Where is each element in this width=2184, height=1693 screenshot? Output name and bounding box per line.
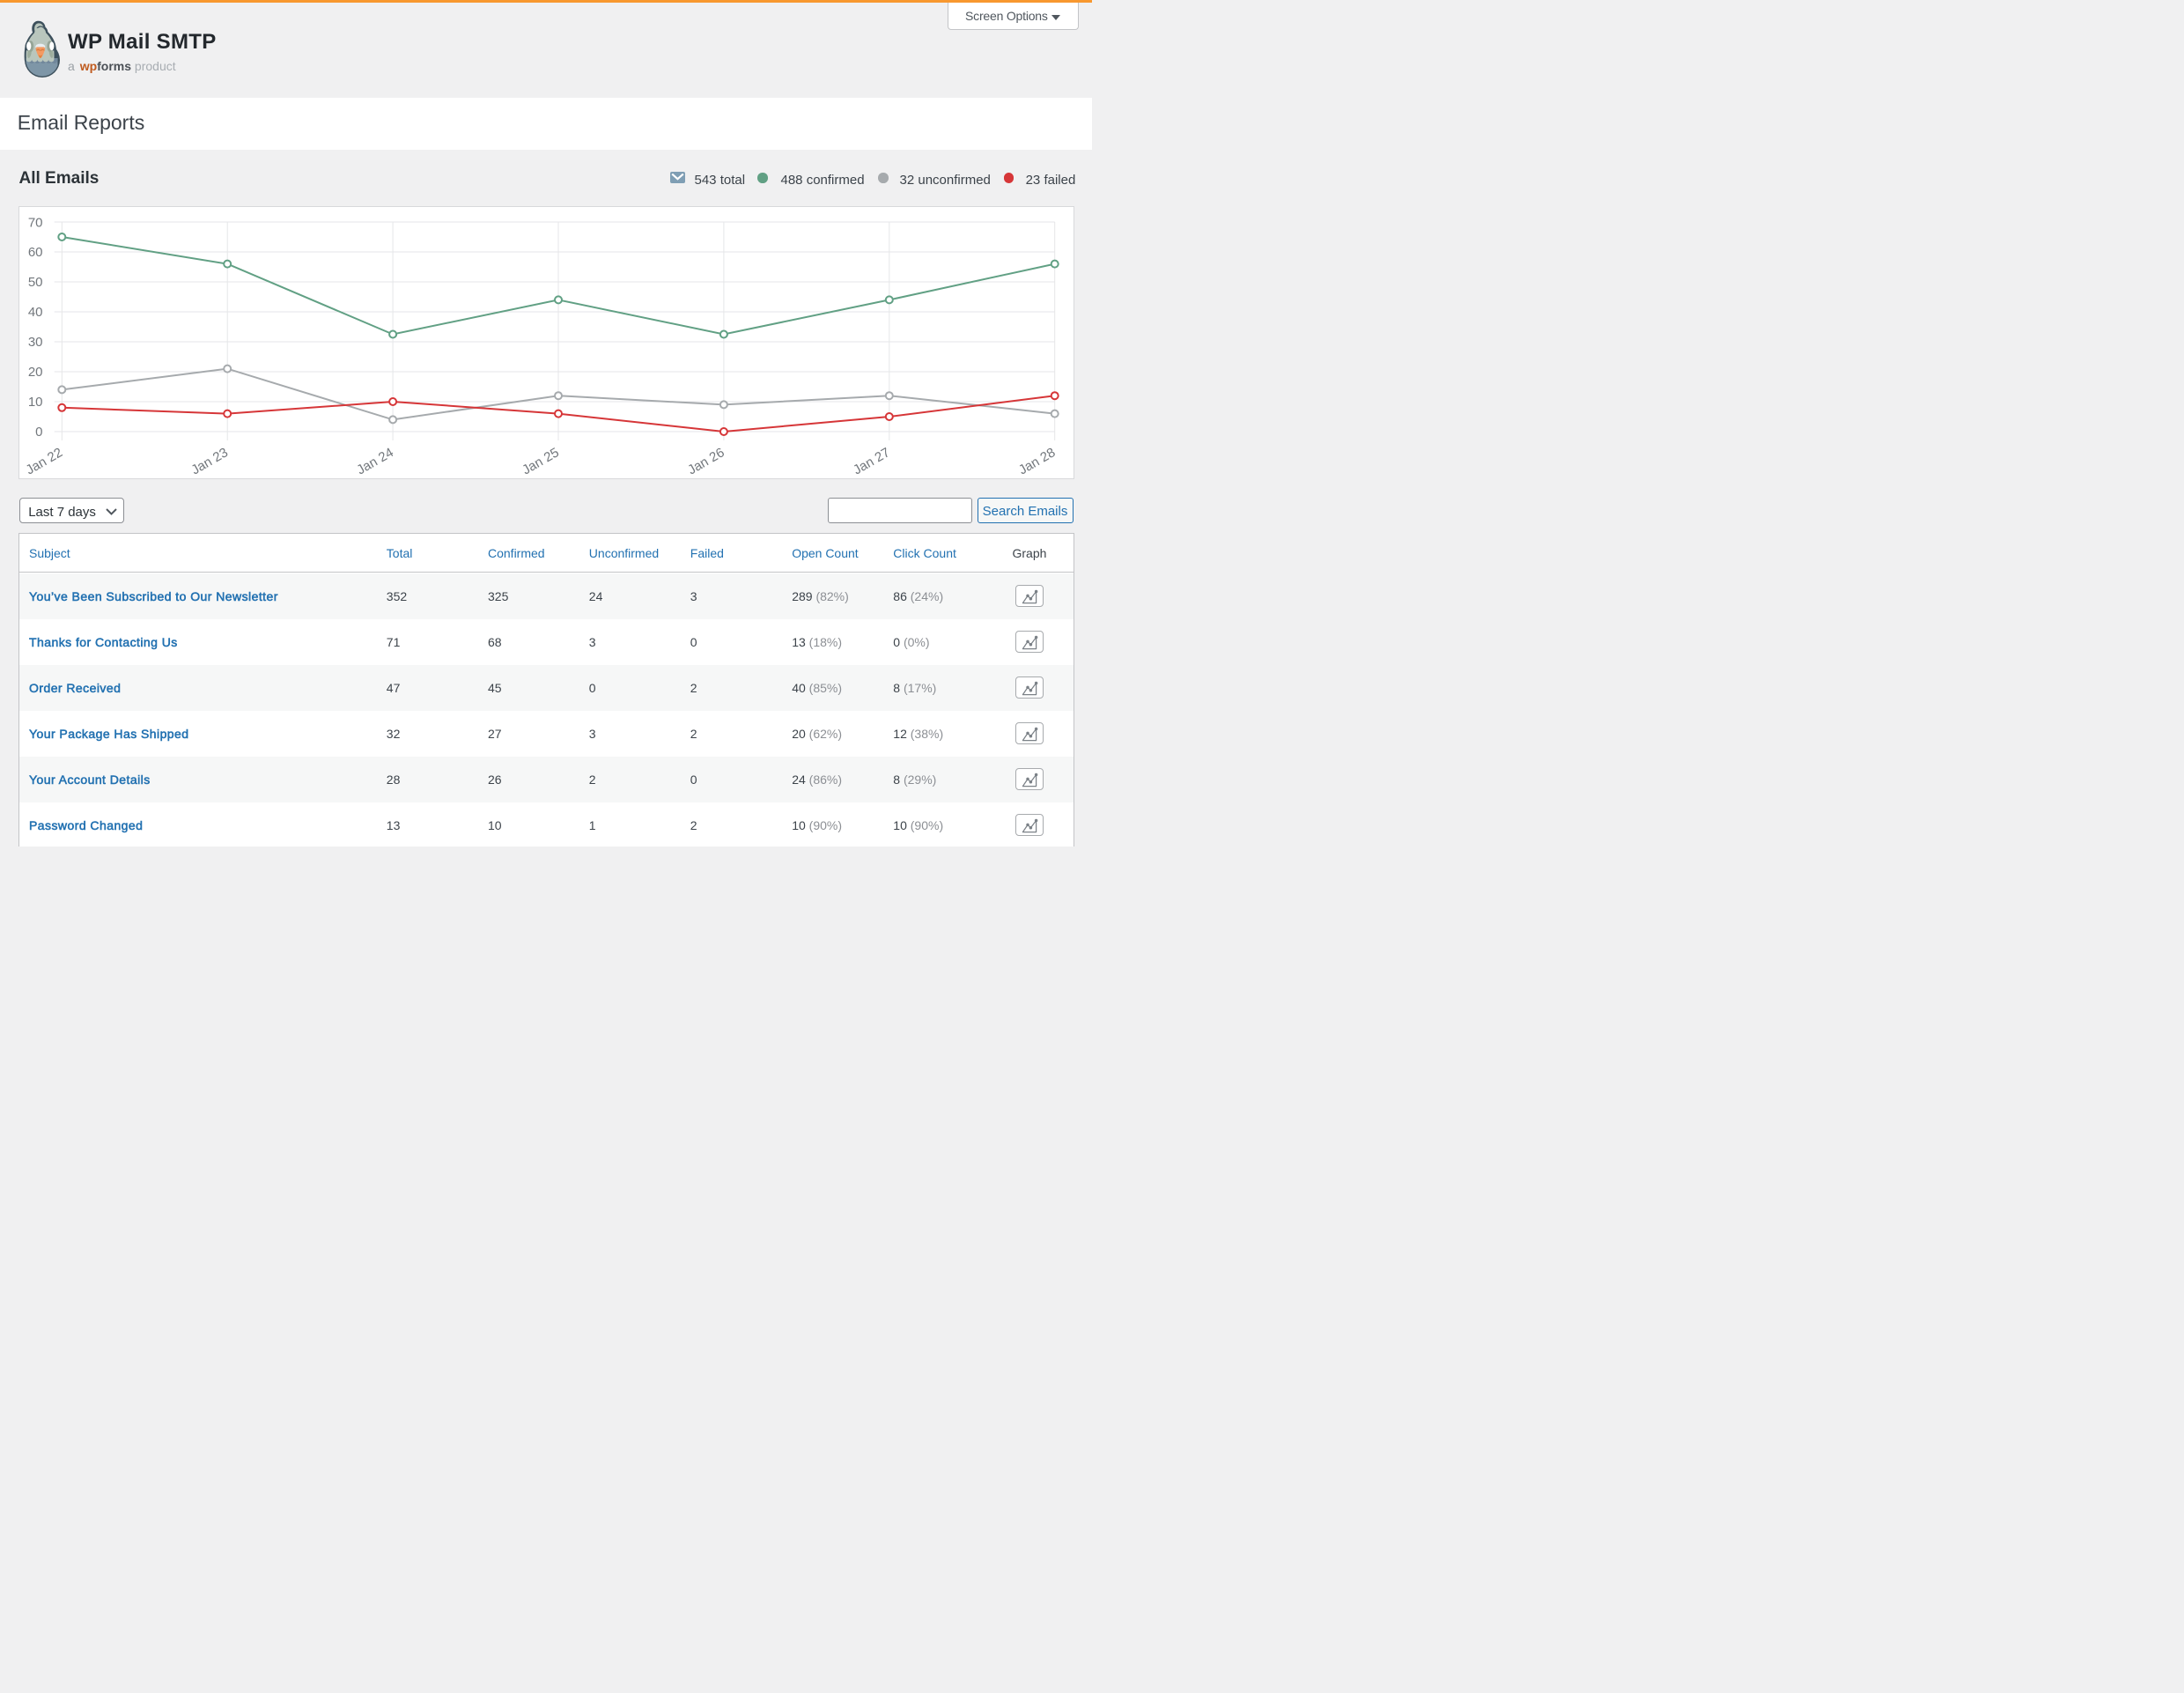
svg-text:Jan 24: Jan 24	[354, 445, 396, 477]
svg-text:60: 60	[28, 245, 43, 260]
svg-text:70: 70	[28, 215, 43, 230]
svg-text:50: 50	[28, 275, 43, 290]
svg-text:Jan 28: Jan 28	[1016, 445, 1059, 477]
svg-text:Jan 22: Jan 22	[23, 445, 65, 477]
svg-text:Jan 23: Jan 23	[188, 445, 231, 477]
svg-text:Jan 25: Jan 25	[520, 445, 562, 477]
svg-text:40: 40	[28, 305, 43, 320]
svg-text:10: 10	[28, 395, 43, 410]
svg-text:Jan 26: Jan 26	[685, 445, 727, 477]
svg-text:Jan 27: Jan 27	[851, 445, 893, 477]
svg-text:0: 0	[35, 425, 42, 440]
svg-text:20: 20	[28, 365, 43, 380]
svg-text:30: 30	[28, 335, 43, 350]
